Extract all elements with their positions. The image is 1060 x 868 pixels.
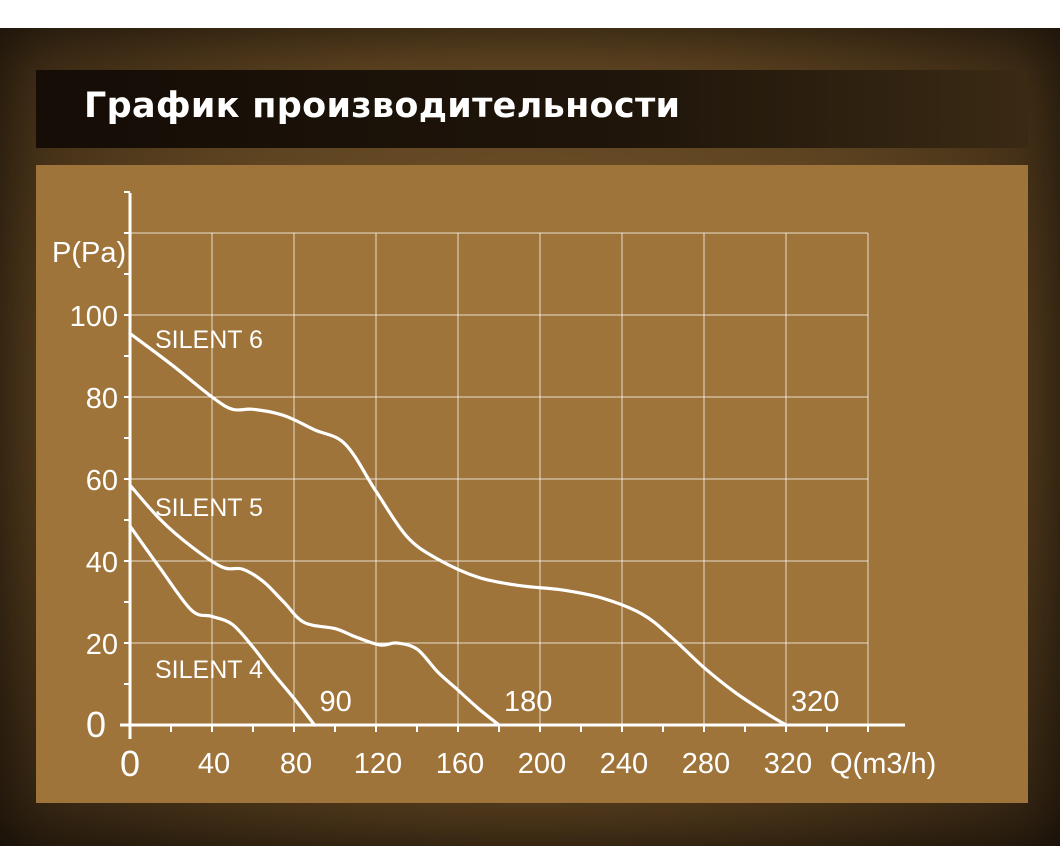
y-tick-label: 80 bbox=[86, 383, 118, 415]
series-line-silent-4 bbox=[128, 524, 317, 727]
series-line-silent-6 bbox=[128, 331, 788, 727]
y-tick-label: 40 bbox=[86, 547, 118, 579]
series-label-silent-4: SILENT 4 bbox=[155, 656, 263, 684]
series-line-silent-5 bbox=[128, 483, 501, 727]
x-tick-label: 120 bbox=[354, 748, 402, 780]
x-tick-label: 280 bbox=[682, 748, 730, 780]
y-axis-label: P(Pa) bbox=[52, 237, 126, 269]
x-tick-label: 160 bbox=[436, 748, 484, 780]
x-tick-label: 0 bbox=[120, 743, 140, 784]
x-tick-label: 80 bbox=[280, 748, 312, 780]
chart-axes bbox=[120, 191, 905, 739]
y-tick-label: 0 bbox=[86, 704, 106, 745]
series-end-label-silent-5: 180 bbox=[504, 686, 552, 718]
x-tick-label: 200 bbox=[518, 748, 566, 780]
chart-grid bbox=[130, 232, 869, 725]
series-label-silent-6: SILENT 6 bbox=[155, 326, 263, 354]
chart-panel bbox=[36, 165, 1028, 803]
y-tick-label: 100 bbox=[70, 301, 118, 333]
x-axis-label: Q(m3/h) bbox=[830, 748, 936, 780]
x-tick-label: 240 bbox=[600, 748, 648, 780]
chart-title: График производительности bbox=[84, 86, 681, 126]
series-end-label-silent-6: 320 bbox=[791, 686, 839, 718]
title-bar bbox=[36, 70, 1028, 148]
series-end-label-silent-4: 90 bbox=[320, 686, 352, 718]
x-tick-label: 320 bbox=[764, 748, 812, 780]
x-tick-label: 40 bbox=[198, 748, 230, 780]
y-tick-label: 20 bbox=[86, 629, 118, 661]
chart-labels: 0 20 40 60 80 100 0 40 80 120 160 200 240 280 320 P(Pa)… bbox=[52, 237, 936, 784]
chart-series bbox=[128, 331, 788, 727]
series-label-silent-5: SILENT 5 bbox=[155, 494, 263, 522]
y-tick-label: 60 bbox=[86, 465, 118, 497]
